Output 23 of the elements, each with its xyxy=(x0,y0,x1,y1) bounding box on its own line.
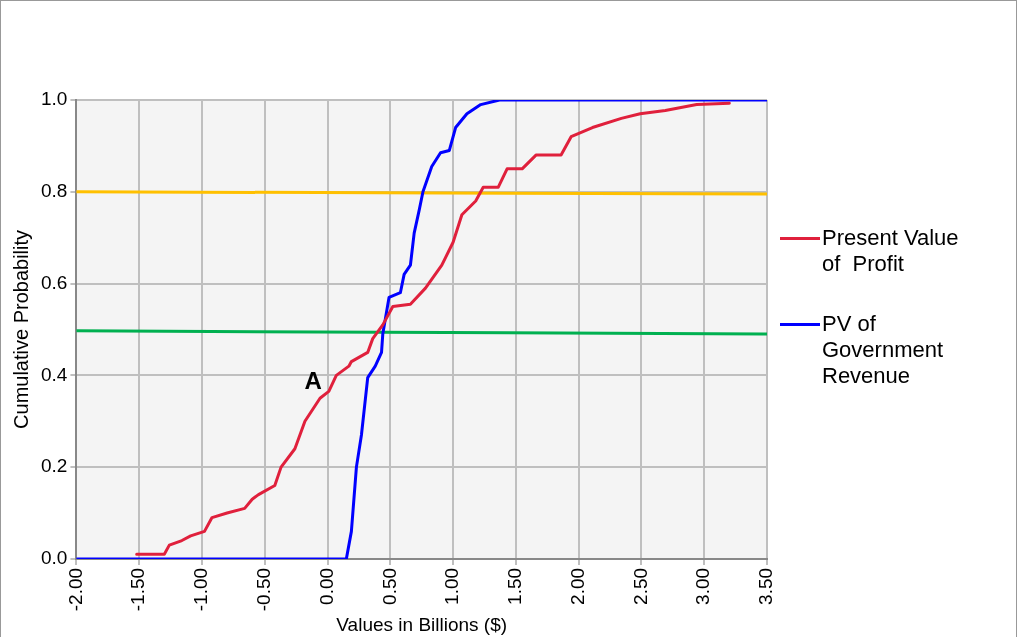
x-tick-label: -1.00 xyxy=(190,567,212,612)
x-tick-label: 3.50 xyxy=(755,567,777,605)
x-tick-label: -2.00 xyxy=(64,567,86,612)
x-tick-label: 1.50 xyxy=(504,567,526,605)
x-tick-label: -0.50 xyxy=(252,567,274,612)
annotation: A xyxy=(304,366,322,394)
y-tick-label: 0.4 xyxy=(40,363,68,385)
x-tick-label: 2.00 xyxy=(566,567,588,605)
x-tick-label: 0.00 xyxy=(315,567,337,605)
y-tick-label: 0.8 xyxy=(40,180,68,202)
x-tick-label: 1.00 xyxy=(441,567,463,605)
y-tick-label: 1.0 xyxy=(40,88,68,110)
x-tick-label: 3.00 xyxy=(692,567,714,605)
legend-label: PV of Government Revenue xyxy=(822,311,945,389)
x-tick-label: 2.50 xyxy=(629,567,651,605)
x-axis-title: Values in Billions ($) xyxy=(336,613,508,635)
y-axis-title: Cumulative Probability xyxy=(9,229,32,429)
x-tick-label: 0.50 xyxy=(378,567,400,605)
y-tick-label: 0.6 xyxy=(40,271,68,293)
x-tick-label: -1.50 xyxy=(127,567,149,612)
legend-label: Present Value of Profit xyxy=(822,225,960,277)
y-tick-label: 0.0 xyxy=(40,547,68,569)
y-tick-label: 0.2 xyxy=(40,455,68,477)
